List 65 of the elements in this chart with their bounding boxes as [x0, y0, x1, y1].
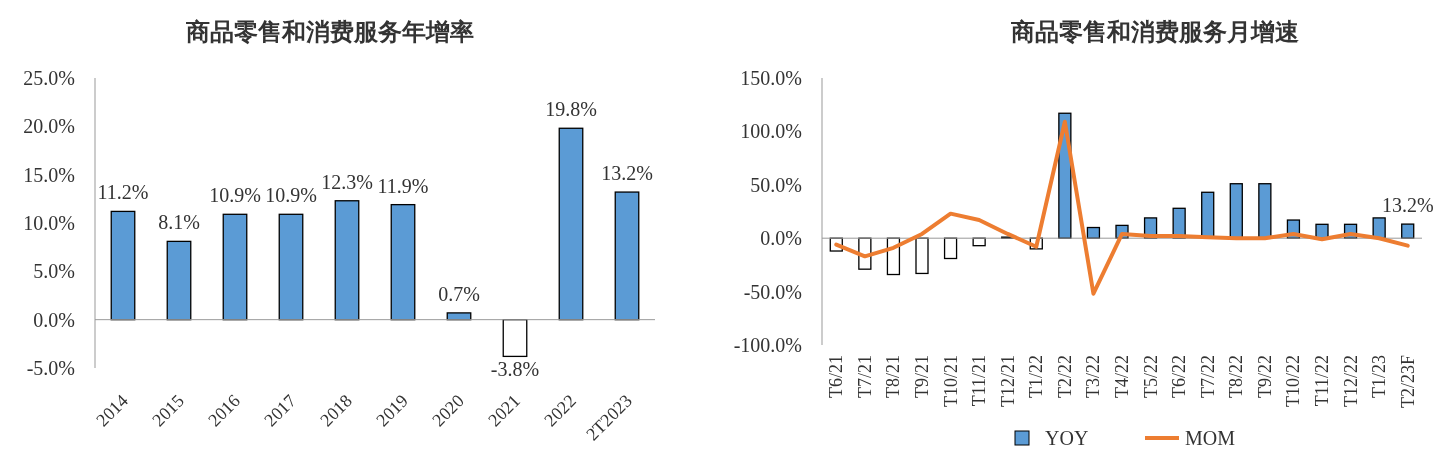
data-label: -3.8% [490, 358, 540, 381]
x-tick-label: T5/22 [1140, 355, 1161, 398]
data-label: 19.8% [545, 98, 597, 121]
data-label: 13.2% [601, 162, 653, 185]
x-tick-label: T3/22 [1083, 355, 1104, 398]
x-tick-label: T6/21 [826, 355, 847, 398]
data-label: 8.1% [158, 211, 200, 234]
y-tick-label: 0.0% [33, 308, 75, 331]
x-tick-label: T1/22 [1026, 355, 1047, 398]
data-label: 13.2% [1381, 194, 1434, 217]
data-label: 11.2% [97, 181, 149, 204]
x-tick-label: T11/22 [1312, 355, 1332, 407]
x-tick-label: T10/21 [940, 355, 961, 407]
y-tick-label: 25.0% [23, 67, 75, 89]
x-tick-label: T9/21 [912, 355, 932, 398]
x-tick-label: T7/21 [854, 355, 875, 398]
x-tick-label: T8/22 [1226, 355, 1247, 398]
data-label: 10.9% [209, 184, 261, 207]
bar [1372, 217, 1386, 239]
x-tick-label: T11/21 [969, 355, 990, 407]
y-tick-label: -5.0% [26, 357, 75, 379]
bar [1258, 183, 1272, 239]
legend-label: YOY [1045, 427, 1089, 449]
bar [110, 210, 136, 321]
chart-title: 商品零售和消费服务月增速 [1010, 19, 1299, 45]
bar [222, 213, 248, 321]
bar [614, 191, 640, 321]
x-tick-label: T10/22 [1283, 355, 1304, 407]
data-label: 10.9% [265, 184, 317, 207]
y-tick-label: 5.0% [33, 260, 75, 283]
legend-label: MOM [1185, 427, 1236, 449]
x-tick-label: T7/22 [1197, 355, 1218, 398]
y-tick-label: 10.0% [23, 212, 75, 234]
bar [943, 237, 958, 260]
x-tick-label: T12/22 [1340, 355, 1361, 407]
bar [915, 237, 929, 275]
y-tick-label: 100.0% [740, 120, 802, 143]
x-tick-label: T8/21 [883, 355, 904, 398]
y-tick-label: 50.0% [750, 173, 802, 196]
bar [1086, 226, 1101, 239]
y-tick-label: 150.0% [740, 67, 802, 89]
data-label: 0.7% [438, 282, 480, 305]
x-tick-label: T6/22 [1169, 355, 1190, 398]
x-tick-label: T12/21 [997, 355, 1018, 407]
y-tick-label: -50.0% [743, 280, 802, 303]
y-tick-label: 20.0% [23, 115, 75, 138]
bar [334, 200, 360, 321]
bar [502, 319, 528, 358]
bar [1401, 223, 1415, 239]
bar [166, 240, 192, 321]
x-tick-label: T9/22 [1254, 355, 1275, 398]
x-tick-label: T2/23F [1397, 355, 1418, 409]
data-label: 12.3% [321, 170, 373, 193]
bar [390, 203, 416, 321]
bar [1229, 183, 1243, 239]
x-tick-label: T2/22 [1054, 355, 1075, 398]
y-tick-label: -100.0% [733, 334, 802, 356]
bar [278, 213, 304, 321]
y-tick-label: 0.0% [760, 227, 802, 250]
bar [558, 127, 584, 321]
x-tick-label: T4/22 [1112, 355, 1132, 398]
data-label: 11.9% [377, 174, 429, 197]
chart-title: 商品零售和消费服务年增率 [185, 19, 474, 45]
y-tick-label: 15.0% [23, 163, 75, 186]
x-tick-label: T1/23 [1369, 355, 1390, 398]
